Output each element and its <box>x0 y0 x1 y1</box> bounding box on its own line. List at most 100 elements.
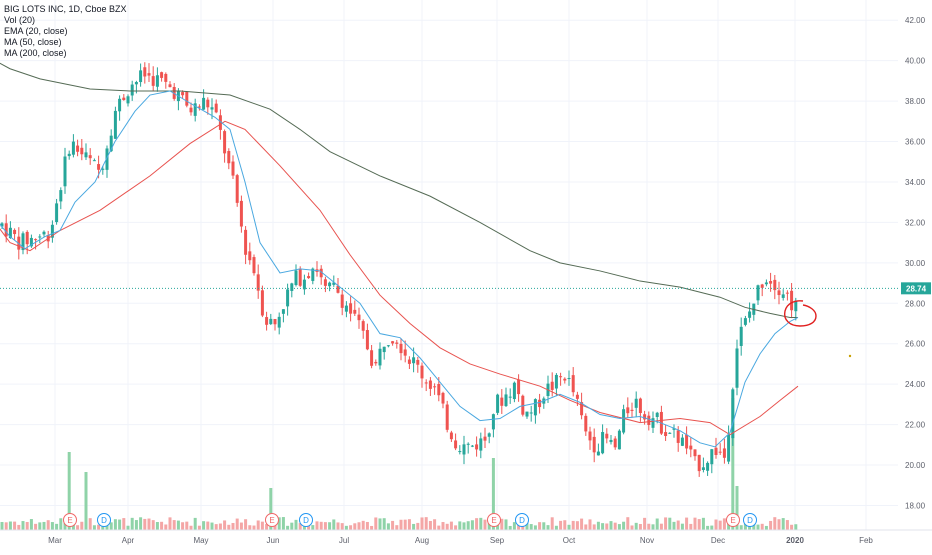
candle-body <box>731 389 735 439</box>
volume-bar <box>218 523 222 530</box>
candle-body <box>336 285 340 293</box>
candle-body <box>370 350 374 366</box>
candle-body <box>462 444 466 455</box>
volume-bar <box>785 520 789 530</box>
volume-bar <box>407 519 411 530</box>
volume-bar <box>344 525 348 530</box>
volume-bar <box>554 525 558 530</box>
volume-bar <box>743 520 747 530</box>
candle-body <box>168 84 172 88</box>
candle-body <box>454 440 458 449</box>
candle-body <box>605 433 609 439</box>
volume-bar <box>97 524 101 530</box>
candle-body <box>185 92 189 106</box>
volume-bar <box>46 520 50 530</box>
candle-body <box>231 161 235 176</box>
volume-bar <box>340 523 344 530</box>
candle-body <box>592 436 596 453</box>
volume-bar <box>483 519 487 530</box>
volume-bar <box>424 517 428 530</box>
candle-body <box>34 239 38 241</box>
candle-body <box>181 92 185 96</box>
volume-bar <box>412 523 416 530</box>
candle-body <box>512 382 516 400</box>
candle-body <box>491 414 495 430</box>
ma50-line <box>0 120 799 436</box>
candle-body <box>76 145 80 152</box>
candle-body <box>25 231 29 245</box>
price-tick-label: 38.00 <box>905 97 926 106</box>
candle-body <box>748 311 752 318</box>
event-marker-label: D <box>101 516 107 525</box>
volume-bar <box>441 522 445 530</box>
candle-body <box>412 357 416 364</box>
price-tick-label: 18.00 <box>905 501 926 510</box>
candle-body <box>353 309 357 314</box>
volume-bar <box>193 517 197 530</box>
volume-bar <box>462 522 466 530</box>
time-tick-label: Nov <box>640 536 654 545</box>
price-tick-label: 36.00 <box>905 138 926 147</box>
candle-body <box>416 359 420 365</box>
candle-body <box>769 281 773 284</box>
volume-bar <box>50 522 54 530</box>
candle-body <box>281 309 285 314</box>
volume-bar <box>235 518 239 530</box>
annotation-dot <box>848 354 852 358</box>
volume-bar <box>710 525 714 530</box>
volume-bar <box>479 517 483 530</box>
volume-bar <box>580 518 584 530</box>
volume-bar <box>294 519 298 530</box>
candle-body <box>361 321 365 331</box>
candle-body <box>67 153 71 157</box>
candle-body <box>311 268 315 281</box>
candle-body <box>214 103 218 113</box>
last-price-label: 28.74 <box>906 284 927 293</box>
volume-bar <box>101 525 105 530</box>
legend-ma50: MA (50, close) <box>4 37 62 47</box>
candle-body <box>613 438 617 448</box>
time-tick-label: Feb <box>859 536 873 545</box>
volume-bar <box>420 517 424 530</box>
volume-bar <box>155 522 159 530</box>
candle-body <box>391 341 395 344</box>
candle-body <box>21 233 25 251</box>
volume-bar <box>529 524 533 530</box>
candle-body <box>344 305 348 312</box>
volume-bar <box>244 519 248 530</box>
volume-bar <box>643 517 647 530</box>
volume-bar <box>592 524 596 530</box>
volume-bar <box>0 522 4 530</box>
time-tick-label: Oct <box>563 536 576 545</box>
volume-bar <box>185 521 189 530</box>
volume-bar <box>160 521 164 530</box>
candle-body <box>130 84 134 96</box>
candle-body <box>239 200 243 227</box>
volume-bar <box>466 521 470 530</box>
candle-body <box>134 82 138 85</box>
candle-body <box>122 97 126 101</box>
candle-body <box>722 448 726 458</box>
volume-bar <box>349 525 353 530</box>
volume-bar <box>395 525 399 530</box>
candle-body <box>428 380 432 389</box>
volume-bar <box>790 524 794 530</box>
volume-bar <box>735 486 739 530</box>
volume-bar <box>588 519 592 530</box>
candle-body <box>437 383 441 396</box>
candle-body <box>193 103 197 116</box>
candle-body <box>155 75 159 87</box>
volume-bar <box>374 517 378 530</box>
candle-body <box>349 303 353 314</box>
volume-bar <box>139 517 143 530</box>
volume-bar <box>197 525 201 530</box>
volume-bar <box>756 524 760 530</box>
candle-body <box>202 97 206 110</box>
candle-body <box>235 175 239 203</box>
candle-body <box>781 294 785 298</box>
candle-body <box>764 282 768 285</box>
candle-body <box>538 399 542 408</box>
candle-body <box>113 110 117 139</box>
